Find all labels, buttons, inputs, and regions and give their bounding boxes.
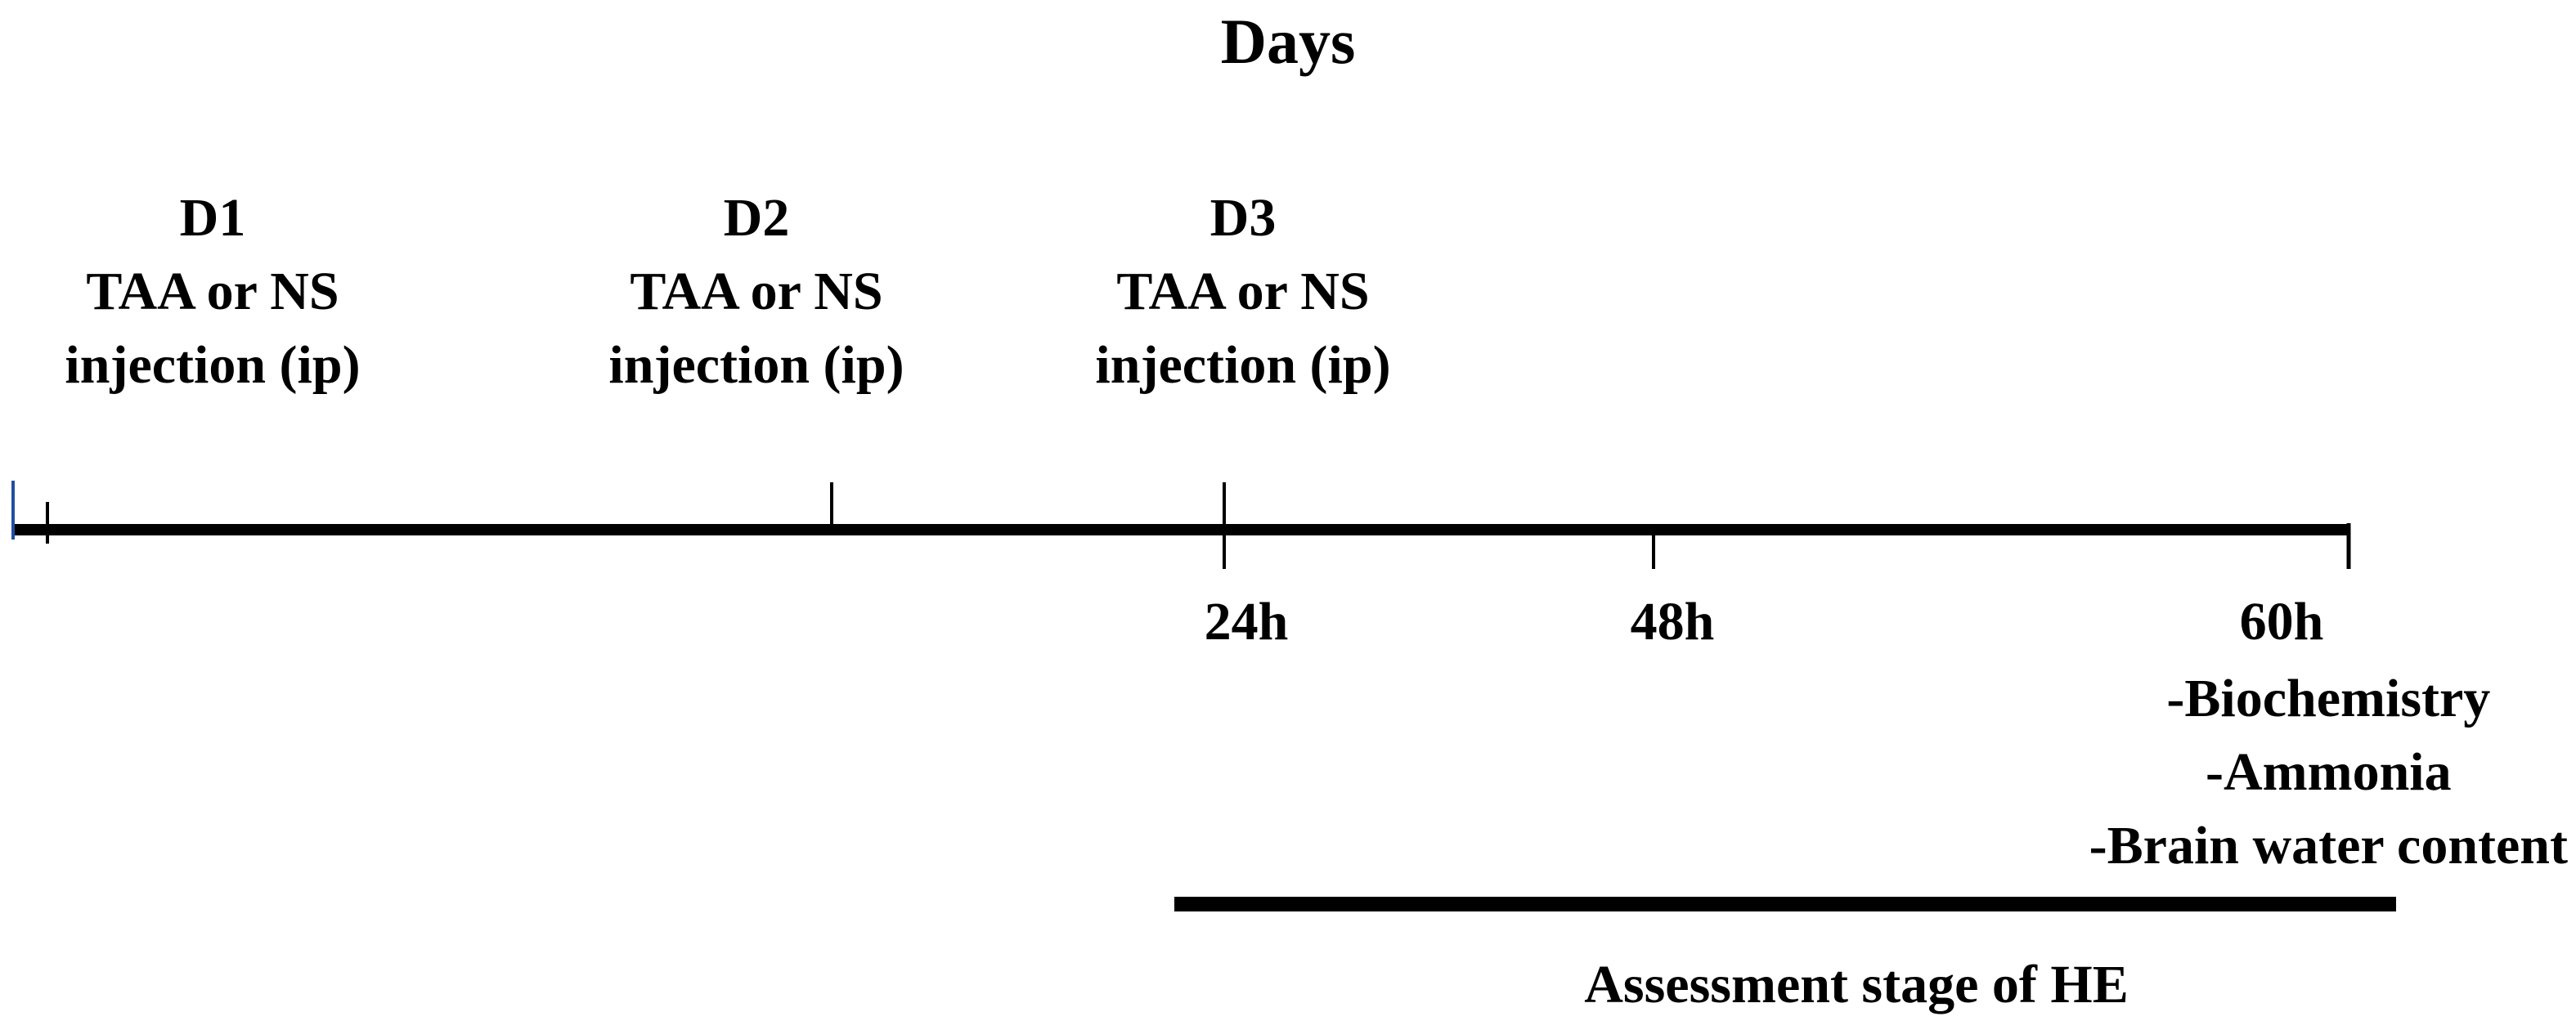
day-treatment: TAA or NS	[1116, 262, 1370, 321]
endpoint-item: -Biochemistry	[2166, 669, 2491, 728]
assessment-stage-label: Assessment stage of HE	[1584, 955, 2129, 1014]
day-label: D3	[1209, 188, 1277, 248]
hour-label-48h: 48h	[1630, 592, 1715, 652]
day-route: injection (ip)	[1095, 335, 1391, 395]
day-route: injection (ip)	[65, 335, 361, 395]
hour-label-24h: 24h	[1204, 592, 1289, 652]
hour-label-60h: 60h	[2239, 592, 2324, 652]
day-treatment: TAA or NS	[630, 262, 883, 321]
day-3-annotation: D3 TAA or NS injection (ip)	[1030, 181, 1456, 402]
day-treatment: TAA or NS	[86, 262, 339, 321]
diagram-title: Days	[1220, 6, 1356, 77]
day-1-annotation: D1 TAA or NS injection (ip)	[0, 181, 425, 402]
day-route: injection (ip)	[608, 335, 904, 395]
day-label: D1	[179, 188, 246, 248]
endpoint-item: -Brain water content	[2089, 816, 2568, 876]
day-2-annotation: D2 TAA or NS injection (ip)	[544, 181, 969, 402]
endpoint-list: -Biochemistry -Ammonia -Brain water cont…	[2089, 662, 2568, 883]
endpoint-item: -Ammonia	[2206, 742, 2452, 802]
day-label: D2	[723, 188, 790, 248]
